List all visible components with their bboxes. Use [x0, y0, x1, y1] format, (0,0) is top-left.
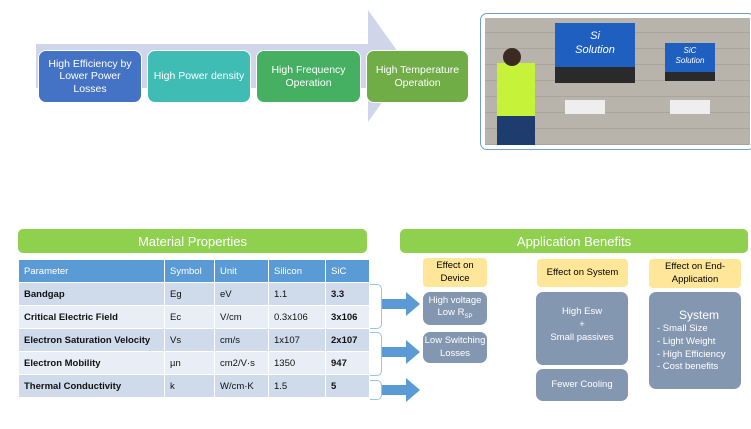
flow-step-efficiency: High Efficiency by Lower Power Losses — [38, 50, 142, 103]
worker — [497, 63, 535, 145]
device-switching-losses-box: Low Switching Losses — [423, 332, 487, 363]
flow-step-power-density: High Power density — [147, 50, 251, 103]
si-inverter: Si Solution — [555, 23, 635, 83]
cell: 947 — [325, 351, 370, 375]
cell: Eg — [164, 282, 215, 306]
bracket — [370, 284, 382, 329]
sic-inverter: SiC Solution — [665, 43, 715, 81]
material-properties-table: Parameter Symbol Unit Silicon SiC Bandgap Eg e… — [18, 259, 370, 398]
bracket — [370, 332, 382, 376]
table-row: Critical Electric Field Ec V/cm 0.3x106 3x10… — [18, 305, 370, 329]
col-silicon: Silicon — [268, 259, 326, 283]
effect-on-device-label: Effect on Device — [423, 258, 487, 287]
right-arrow-icon — [382, 292, 420, 316]
end-application-box: System - Small Size - Light Weight - Hig… — [649, 292, 741, 389]
material-properties-header: Material Properties — [18, 229, 367, 253]
cell: Vs — [164, 328, 215, 352]
right-arrow-icon — [382, 340, 420, 364]
cell: 1.5 — [268, 374, 326, 398]
cell: Electron Saturation Velocity — [18, 328, 165, 352]
flow-step-frequency: High Frequency Operation — [256, 50, 361, 103]
text: + — [579, 318, 585, 330]
system-cooling-box: Fewer Cooling — [536, 369, 628, 401]
inverter-photo: Si Solution SiC Solution — [480, 13, 751, 150]
text: Small passives — [550, 331, 614, 343]
cell: µn — [164, 351, 215, 375]
cell: Critical Electric Field — [18, 305, 165, 329]
list-item: - High Efficiency — [657, 348, 726, 360]
si-solution-label: Solution — [575, 44, 615, 57]
cell: 3x106 — [325, 305, 370, 329]
col-unit: Unit — [214, 259, 269, 283]
application-benefits-header: Application Benefits — [400, 229, 748, 253]
cell: 3.3 — [325, 282, 370, 306]
col-parameter: Parameter — [18, 259, 165, 283]
cell: Electron Mobility — [18, 351, 165, 375]
cell: 1x107 — [268, 328, 326, 352]
cell: V/cm — [214, 305, 269, 329]
cell: 2x107 — [325, 328, 370, 352]
list-item: - Cost benefits — [657, 361, 719, 373]
sic-solution-label: Solution — [675, 55, 705, 65]
cell: k — [164, 374, 215, 398]
table-row: Electron Saturation Velocity Vs cm/s 1x107 2… — [18, 328, 370, 352]
sic-label: SiC — [683, 46, 697, 55]
table-row: Thermal Conductivity k W/cm·K 1.5 5 — [18, 374, 370, 398]
table-row: Bandgap Eg eV 1.1 3.3 — [18, 282, 370, 306]
cell: Ec — [164, 305, 215, 329]
col-symbol: Symbol — [164, 259, 215, 283]
cell: Bandgap — [18, 282, 165, 306]
list-item: - Light Weight — [657, 335, 716, 347]
text: High Esw — [561, 306, 603, 317]
si-label: Si — [590, 30, 600, 42]
cell: 1.1 — [268, 282, 326, 306]
arrows — [382, 292, 420, 402]
device-high-voltage-box: High voltage Low RSP — [423, 292, 487, 325]
cell: 1350 — [268, 351, 326, 375]
system-esw-box: High Esw + Small passives — [536, 292, 628, 365]
right-arrow-icon — [382, 378, 420, 402]
text: SP — [464, 314, 473, 321]
effect-on-end-application-label: Effect on End-Application — [649, 259, 741, 288]
cell: eV — [214, 282, 269, 306]
effect-on-system-label: Effect on System — [537, 259, 628, 287]
text: Low R — [437, 307, 465, 319]
text: System — [678, 307, 719, 322]
col-sic: SiC — [325, 259, 370, 283]
flow-step-temperature: High Temperature Operation — [366, 50, 469, 103]
table-row: Electron Mobility µn cm2/V·s 1350 947 — [18, 351, 370, 375]
cell: W/cm·K — [214, 374, 269, 398]
cell: cm2/V·s — [214, 351, 269, 375]
cell: cm/s — [214, 328, 269, 352]
cell: Thermal Conductivity — [18, 374, 165, 398]
cell: 5 — [325, 374, 370, 398]
list-item: - Small Size — [657, 322, 708, 334]
bracket — [370, 380, 382, 400]
cell: 0.3x106 — [268, 305, 326, 329]
text: High voltage — [428, 294, 482, 306]
